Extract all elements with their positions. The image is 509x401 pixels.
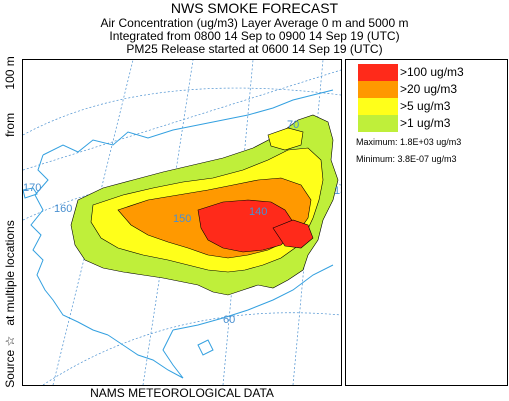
header-integration-line: Integrated from 0800 14 Sep to 0900 14 S… [109,29,400,43]
lon-label-130: 130 [334,185,341,197]
map-svg: 70 60 170 160 150 140 130 [23,60,341,385]
source-label: Source ☆ [3,335,17,388]
west-coast [30,154,109,336]
lon-label-140: 140 [249,206,267,218]
lat-label-60: 60 [223,314,235,326]
lat-line-70 [23,87,341,136]
legend-maximum: Maximum: 1.8E+03 ug/m3 [356,137,462,147]
legend-minimum: Minimum: 3.8E-07 ug/m3 [356,154,457,164]
met-data-label: NAMS METEOROLOGICAL DATA [90,386,274,400]
legend-item-5: >5 ug/m3 [358,98,498,115]
height-label: 100 m [3,56,17,90]
header-concentration-line: Air Concentration (ug/m3) Layer Average … [100,16,409,30]
coastlines [23,89,334,379]
st-lawrence-island [23,187,38,199]
lon-label-150: 150 [173,213,191,225]
legend-item-1: >1 ug/m3 [358,115,498,132]
smoke-plume [70,114,339,296]
legend-swatch-1 [358,115,398,132]
legend-swatch-20 [358,81,398,98]
legend-item-100: >100 ug/m3 [358,64,498,81]
graticule-labels: 70 60 170 160 150 140 130 [23,119,341,326]
legend-label-100: >100 ug/m3 [400,65,464,79]
lat-label-70: 70 [287,119,299,131]
smoke-map: 70 60 170 160 150 140 130 [22,59,342,386]
legend-label-1: >1 ug/m3 [400,116,451,130]
legend-label-5: >5 ug/m3 [400,99,451,113]
legend: >100 ug/m3 >20 ug/m3 >5 ug/m3 >1 ug/m3 M… [345,59,508,386]
legend-swatch-5 [358,98,398,115]
lon-line-170 [23,69,341,171]
header-release-line: PM25 Release started at 0600 14 Sep 19 (… [126,42,383,56]
lon-label-160: 160 [54,203,72,215]
contour-5-ug-blob [267,127,304,151]
legend-label-20: >20 ug/m3 [400,82,458,96]
aleutian-coast [107,334,184,379]
from-label: from [3,112,17,137]
north-coast [42,89,334,156]
kodiak-island [197,339,214,356]
contour-100-ug-east [272,219,314,249]
south-coast [172,264,334,331]
legend-swatch-100 [358,64,398,81]
source-side-label: Source ☆ at multiple locations from 100 … [3,52,19,392]
locations-label: at multiple locations [3,220,17,326]
map-title: NWS SMOKE FORECAST [170,0,339,16]
lat-line-60 [42,312,341,385]
lon-label-170: 170 [23,182,41,194]
legend-item-20: >20 ug/m3 [358,81,498,98]
alaska-range [162,329,184,379]
